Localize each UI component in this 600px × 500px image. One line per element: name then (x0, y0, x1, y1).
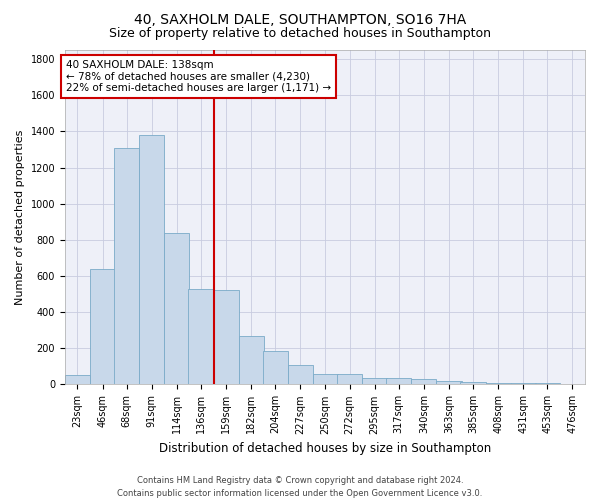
Bar (288, 366, 313, 384)
Bar (485, 382, 511, 384)
Bar (511, 382, 536, 384)
Bar (239, 336, 264, 384)
Bar (164, 232, 190, 384)
Bar (313, 374, 338, 384)
Bar (535, 382, 560, 384)
Bar (263, 351, 288, 384)
Bar (362, 378, 387, 384)
Bar (460, 382, 485, 384)
X-axis label: Distribution of detached houses by size in Southampton: Distribution of detached houses by size … (159, 442, 491, 455)
Bar (411, 379, 436, 384)
Bar (90, 268, 115, 384)
Bar (139, 135, 164, 384)
Bar (436, 381, 461, 384)
Text: Contains HM Land Registry data © Crown copyright and database right 2024.
Contai: Contains HM Land Registry data © Crown c… (118, 476, 482, 498)
Text: 40 SAXHOLM DALE: 138sqm
← 78% of detached houses are smaller (4,230)
22% of semi: 40 SAXHOLM DALE: 138sqm ← 78% of detache… (66, 60, 331, 93)
Bar (65, 376, 90, 384)
Bar (386, 378, 411, 384)
Y-axis label: Number of detached properties: Number of detached properties (15, 130, 25, 305)
Text: 40, SAXHOLM DALE, SOUTHAMPTON, SO16 7HA: 40, SAXHOLM DALE, SOUTHAMPTON, SO16 7HA (134, 12, 466, 26)
Bar (188, 288, 214, 384)
Text: Size of property relative to detached houses in Southampton: Size of property relative to detached ho… (109, 28, 491, 40)
Bar (214, 290, 239, 384)
Bar (337, 374, 362, 384)
Bar (114, 148, 139, 384)
